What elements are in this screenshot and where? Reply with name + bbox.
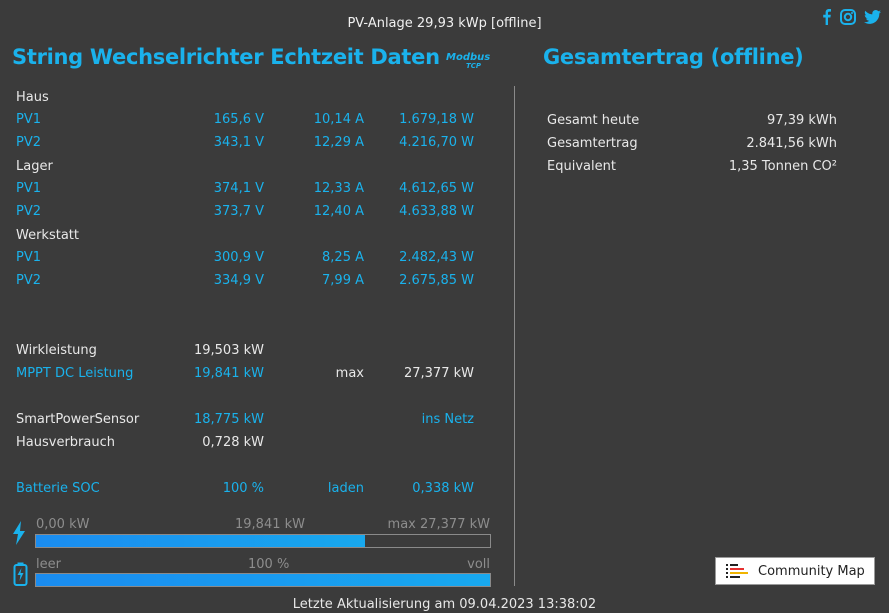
hausverbrauch-value: 0,728 kW [202, 435, 264, 450]
instagram-icon[interactable] [840, 8, 856, 25]
string-voltage: 343,1 V [213, 135, 264, 150]
string-label: PV2 [16, 273, 42, 288]
battery-bar-min-label: leer [36, 557, 61, 572]
social-links [821, 8, 881, 25]
community-map-icon [726, 564, 748, 578]
smart-power-sensor-row: SmartPowerSensor 18,775 kW ins Netz [16, 412, 476, 432]
wirkleistung-row: Wirkleistung 19,503 kW [16, 343, 476, 363]
string-voltage: 334,9 V [213, 273, 264, 288]
string-voltage: 300,9 V [213, 250, 264, 265]
total-value: 2.841,56 kWh [746, 136, 837, 151]
string-row: PV1 300,9 V 8,25 A 2.482,43 W [16, 250, 476, 270]
community-map-button[interactable]: Community Map [715, 557, 875, 585]
batterie-row: Batterie SOC 100 % laden 0,338 kW [16, 481, 476, 501]
hausverbrauch-label: Hausverbrauch [16, 435, 115, 450]
battery-progress-bar [35, 573, 491, 587]
string-power: 4.633,88 W [399, 204, 474, 219]
mppt-label: MPPT DC Leistung [16, 366, 134, 381]
gesamt-heute-row: Gesamt heute 97,39 kWh [547, 113, 837, 133]
string-power: 1.679,18 W [399, 112, 474, 127]
community-map-label: Community Map [758, 563, 865, 579]
hausverbrauch-row: Hausverbrauch 0,728 kW [16, 435, 476, 455]
modbus-logo-subtext: TCP [466, 62, 482, 70]
string-label: PV1 [16, 250, 42, 265]
string-row: PV2 334,9 V 7,99 A 2.675,85 W [16, 273, 476, 293]
column-divider [514, 86, 515, 586]
power-progress-bar [35, 534, 491, 548]
string-current: 12,40 A [313, 204, 364, 219]
string-label: PV2 [16, 135, 42, 150]
lightning-icon [12, 521, 26, 549]
wirkleistung-value: 19,503 kW [193, 343, 264, 358]
facebook-icon[interactable] [821, 8, 832, 25]
battery-charging-icon [13, 562, 28, 590]
total-value: 1,35 Tonnen CO² [728, 159, 837, 174]
string-current: 12,29 A [313, 135, 364, 150]
batterie-label: Batterie SOC [16, 481, 100, 496]
mppt-row: MPPT DC Leistung 19,841 kW max 27,377 kW [16, 366, 476, 386]
page-header-title: PV-Anlage 29,93 kWp [offline] [347, 16, 542, 31]
last-update-footer: Letzte Aktualisierung am 09.04.2023 13:3… [292, 597, 597, 612]
power-progress-fill [36, 535, 366, 547]
string-current: 8,25 A [322, 250, 364, 265]
string-voltage: 374,1 V [213, 181, 264, 196]
mppt-max-label: max [335, 366, 364, 381]
string-label: PV1 [16, 112, 42, 127]
gesamtertrag-row: Gesamtertrag 2.841,56 kWh [547, 136, 837, 156]
total-label: Gesamt heute [547, 113, 640, 128]
string-power: 4.216,70 W [399, 135, 474, 150]
power-bar-max-label: max 27,377 kW [387, 517, 490, 532]
group-name-lager: Lager [16, 159, 53, 174]
batterie-soc-value: 100 % [222, 481, 264, 496]
string-current: 7,99 A [322, 273, 364, 288]
mppt-value: 19,841 kW [193, 366, 264, 381]
realtime-section-title: String Wechselrichter Echtzeit Daten [12, 45, 440, 69]
battery-progress-fill [36, 574, 490, 586]
string-power: 2.675,85 W [399, 273, 474, 288]
string-power: 2.482,43 W [399, 250, 474, 265]
total-label: Gesamtertrag [547, 136, 638, 151]
string-current: 10,14 A [313, 112, 364, 127]
total-label: Equivalent [547, 159, 616, 174]
battery-bar-current-label: 100 % [248, 557, 290, 572]
sensor-direction: ins Netz [421, 412, 474, 427]
sensor-label: SmartPowerSensor [16, 412, 140, 427]
group-name-werkstatt: Werkstatt [16, 228, 79, 243]
string-row: PV1 374,1 V 12,33 A 4.612,65 W [16, 181, 476, 201]
string-voltage: 165,6 V [213, 112, 264, 127]
string-power: 4.612,65 W [399, 181, 474, 196]
batterie-state: laden [327, 481, 364, 496]
string-row: PV1 165,6 V 10,14 A 1.679,18 W [16, 112, 476, 132]
wirkleistung-label: Wirkleistung [16, 343, 97, 358]
twitter-icon[interactable] [864, 9, 881, 24]
total-value: 97,39 kWh [767, 113, 837, 128]
string-row: PV2 343,1 V 12,29 A 4.216,70 W [16, 135, 476, 155]
modbus-logo-text: Modbus [446, 52, 491, 63]
equivalent-row: Equivalent 1,35 Tonnen CO² [547, 159, 837, 179]
battery-bar-max-label: voll [467, 557, 490, 572]
string-current: 12,33 A [313, 181, 364, 196]
string-label: PV2 [16, 204, 42, 219]
string-voltage: 373,7 V [213, 204, 264, 219]
sensor-value: 18,775 kW [193, 412, 264, 427]
string-row: PV2 373,7 V 12,40 A 4.633,88 W [16, 204, 476, 224]
mppt-max-value: 27,377 kW [403, 366, 474, 381]
power-bar-min-label: 0,00 kW [36, 517, 90, 532]
power-bar-current-label: 19,841 kW [235, 517, 306, 532]
group-name-haus: Haus [16, 90, 49, 105]
batterie-power: 0,338 kW [412, 481, 474, 496]
string-label: PV1 [16, 181, 42, 196]
total-yield-section-title: Gesamtertrag (offline) [543, 45, 804, 69]
modbus-tcp-logo: Modbus TCP [446, 53, 490, 71]
